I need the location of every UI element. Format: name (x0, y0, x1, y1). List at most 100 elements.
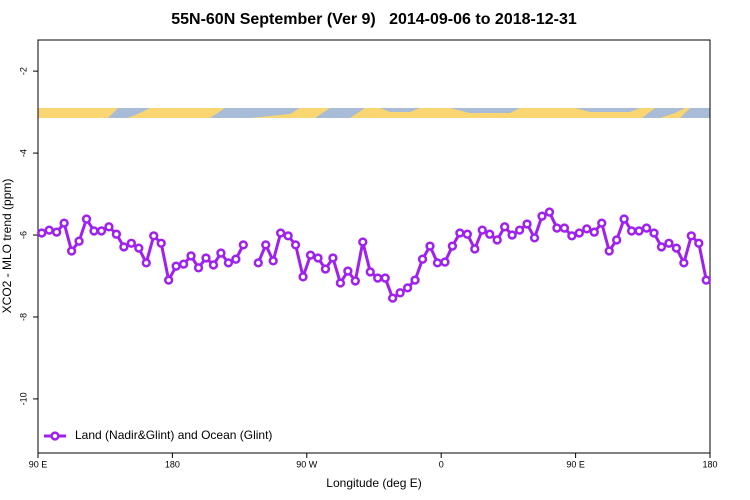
data-point (567, 231, 577, 241)
data-point (522, 219, 532, 229)
data-point (701, 275, 711, 285)
data-point (111, 229, 122, 239)
data-point (119, 242, 129, 252)
data-point (402, 283, 413, 293)
data-point (641, 223, 652, 233)
data-point (597, 218, 607, 228)
data-point (178, 259, 189, 269)
y-tick-label: -4 (18, 149, 28, 157)
data-point (417, 254, 428, 264)
data-point (462, 229, 472, 239)
data-point (126, 238, 136, 248)
data-point (320, 264, 331, 274)
data-point (664, 238, 674, 248)
data-point (619, 214, 629, 224)
data-point (470, 244, 480, 254)
series-line (41, 209, 708, 301)
data-point (141, 258, 151, 268)
data-point (104, 222, 114, 232)
data-point (66, 246, 77, 256)
data-point (574, 228, 584, 238)
data-point (432, 258, 443, 268)
chart-title: 55N-60N September (Ver 9) 2014-09-06 to … (171, 11, 577, 28)
data-point (537, 211, 547, 221)
data-point (305, 250, 316, 260)
data-point (328, 253, 338, 263)
data-point (238, 240, 248, 250)
legend-label: Land (Nadir&Glint) and Ocean (Glint) (75, 428, 272, 442)
y-axis-label: XCO2 - MLO trend (ppm) (0, 179, 14, 314)
data-point (164, 275, 174, 285)
data-point (37, 228, 47, 238)
data-point (343, 266, 353, 276)
data-point (186, 251, 196, 261)
data-point (626, 226, 637, 236)
data-point (313, 253, 323, 263)
data-point (74, 236, 84, 246)
data-point (485, 229, 495, 239)
plot-frame (37, 39, 711, 454)
x-tick-label: 90 W (296, 459, 318, 469)
data-point (544, 207, 555, 217)
legend-marker (50, 431, 60, 441)
data-point (171, 261, 181, 271)
data-point (425, 241, 435, 251)
data-point (604, 246, 614, 256)
data-point (634, 226, 644, 236)
data-point (81, 214, 92, 224)
data-point (649, 228, 659, 238)
data-point (694, 238, 704, 248)
data-point (89, 226, 99, 236)
data-point (514, 225, 525, 235)
data-point (335, 278, 346, 288)
data-point (492, 235, 502, 245)
data-point (44, 225, 54, 235)
data-point (96, 226, 107, 236)
data-point (529, 233, 540, 243)
data-point (216, 248, 226, 258)
data-point (358, 237, 368, 247)
data-point (231, 254, 241, 264)
data-point (373, 273, 383, 283)
data-point (223, 258, 234, 268)
y-tick-label: -6 (18, 231, 28, 239)
data-point (276, 228, 286, 238)
data-point (447, 241, 458, 251)
data-point (589, 227, 599, 237)
data-point (612, 235, 622, 245)
y-tick-label: -10 (18, 392, 28, 405)
data-point (477, 225, 487, 235)
data-point (440, 257, 450, 267)
data-point (686, 231, 696, 241)
x-tick-label: 180 (702, 459, 717, 469)
data-point (380, 273, 390, 283)
data-point (52, 227, 62, 237)
y-tick-label: -8 (18, 313, 28, 321)
data-point (298, 272, 308, 282)
data-point (59, 218, 69, 228)
y-tick-label: -2 (18, 67, 28, 75)
x-axis-label: Longitude (deg E) (326, 476, 421, 490)
data-point (134, 243, 144, 253)
data-point (156, 238, 166, 248)
data-point (253, 258, 263, 268)
x-tick-label: 180 (165, 459, 180, 469)
data-point (656, 242, 667, 252)
data-point (283, 231, 293, 241)
data-point (559, 223, 570, 233)
data-point (388, 293, 398, 303)
data-point (350, 276, 360, 286)
data-point (552, 223, 562, 233)
data-point (268, 256, 278, 266)
data-point (582, 224, 592, 234)
x-tick-label: 90 E (566, 459, 585, 469)
data-point (201, 253, 211, 263)
data-point (455, 228, 465, 238)
data-point (290, 240, 301, 250)
x-tick-label: 0 (439, 459, 444, 469)
x-tick-label: 90 E (29, 459, 48, 469)
data-point (507, 230, 517, 240)
data-point (261, 240, 271, 250)
data-point (365, 267, 375, 277)
